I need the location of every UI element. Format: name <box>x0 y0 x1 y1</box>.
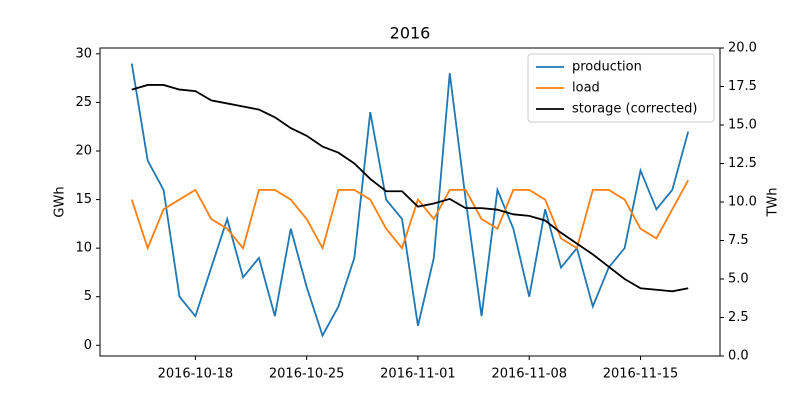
x-tick-label: 2016-11-15 <box>603 367 679 382</box>
y-tick-label: 25 <box>75 95 92 110</box>
y2-tick-label: 15.0 <box>728 118 757 133</box>
x-tick-label: 2016-11-08 <box>491 367 567 382</box>
legend-label: storage (corrected) <box>572 102 697 117</box>
y2-tick-label: 17.5 <box>728 79 757 94</box>
y-tick-label: 30 <box>75 46 92 61</box>
y2-tick-label: 7.5 <box>728 233 749 248</box>
y-tick-label: 5 <box>84 289 92 304</box>
y2-axis-label: TWh <box>766 187 781 217</box>
x-tick-label: 2016-10-18 <box>158 367 234 382</box>
y-tick-label: 10 <box>75 241 92 256</box>
y-axis-label: GWh <box>53 186 68 217</box>
chart-title: 2016 <box>390 24 431 43</box>
legend-label: production <box>572 60 642 75</box>
y-tick-label: 0 <box>84 338 92 353</box>
y2-tick-label: 12.5 <box>728 156 757 171</box>
x-tick-label: 2016-10-25 <box>269 367 345 382</box>
x-tick-label: 2016-11-01 <box>380 367 456 382</box>
y2-tick-label: 0.0 <box>728 349 749 364</box>
legend-box <box>527 53 715 123</box>
y2-tick-label: 10.0 <box>728 195 757 210</box>
plot-frame <box>99 47 721 357</box>
series-line <box>130 179 689 251</box>
y2-tick-label: 2.5 <box>728 310 749 325</box>
series-line <box>131 84 689 293</box>
y-tick-label: 15 <box>75 192 92 207</box>
y-tick-label: 20 <box>75 143 92 158</box>
y2-tick-label: 20.0 <box>728 41 757 56</box>
y2-tick-label: 5.0 <box>728 272 749 287</box>
legend-label: load <box>572 81 600 96</box>
